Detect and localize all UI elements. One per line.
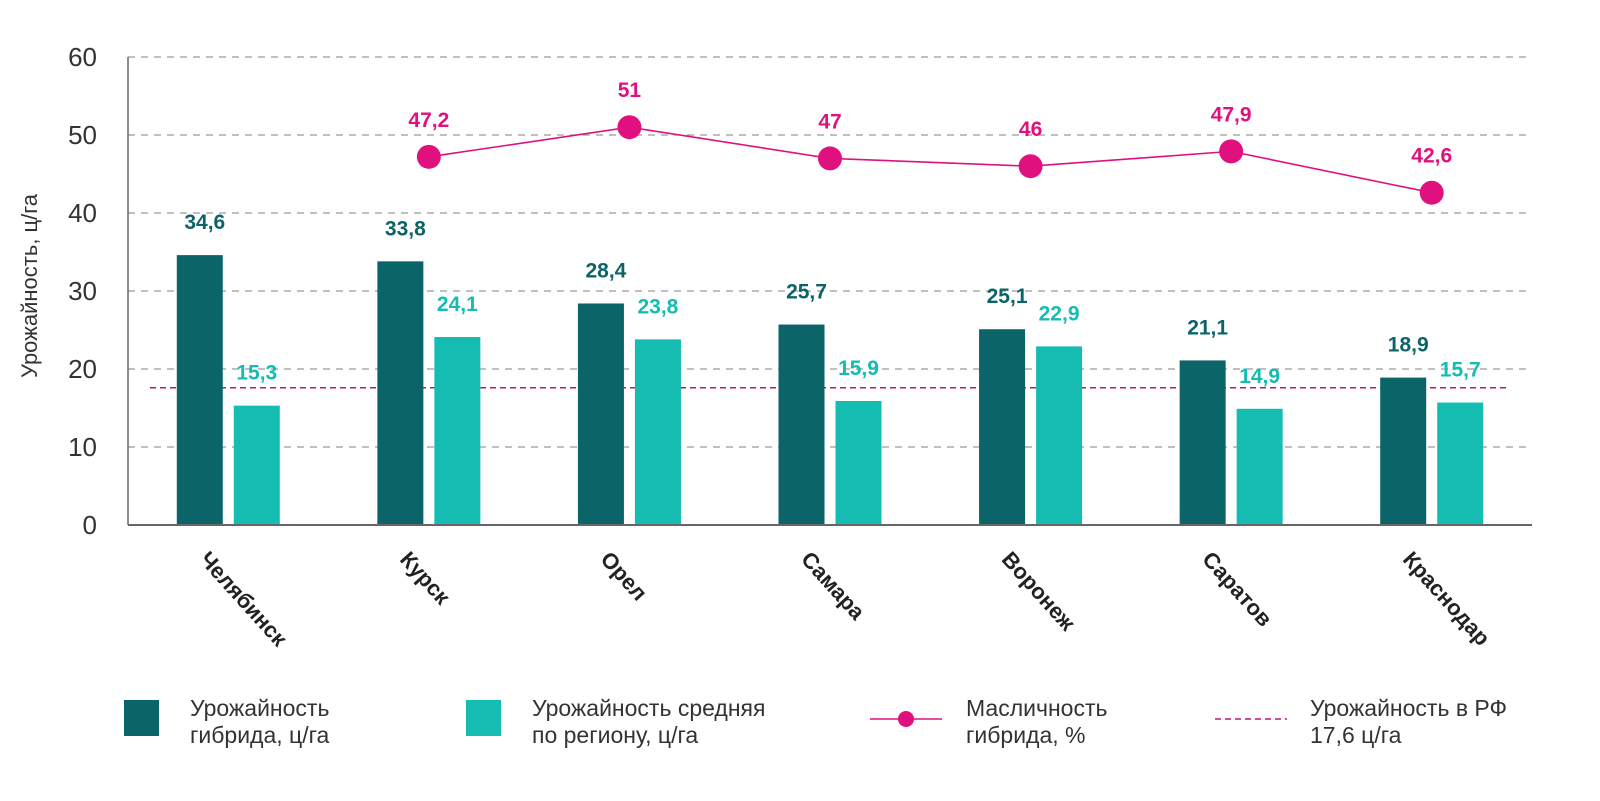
legend-swatch	[466, 700, 501, 736]
y-axis-label: Урожайность, ц/га	[17, 193, 42, 378]
legend-swatch-marker	[898, 711, 914, 727]
data-label-region: 23,8	[637, 295, 678, 318]
data-label-hybrid: 28,4	[585, 259, 626, 282]
bar-hybrid	[1179, 360, 1226, 525]
data-label-region: 22,9	[1039, 302, 1080, 325]
x-category-label: Саратов	[1197, 547, 1277, 632]
oil-content-point	[1219, 139, 1244, 164]
bars	[176, 255, 1484, 525]
data-label-region: 15,7	[1440, 359, 1481, 382]
bar-hybrid	[1380, 377, 1427, 525]
data-label-region: 15,3	[236, 362, 277, 385]
bar-region	[233, 405, 280, 525]
x-category-label: Самара	[796, 547, 870, 625]
bar-hybrid	[377, 261, 424, 525]
oil-content-point	[818, 146, 842, 171]
bar-region	[835, 400, 882, 525]
data-label-hybrid: 34,6	[184, 211, 225, 234]
legend-label: гибрида, ц/га	[190, 722, 329, 748]
bar-hybrid	[778, 324, 825, 525]
y-tick-label: 50	[68, 120, 97, 150]
data-label-hybrid: 25,7	[786, 281, 827, 304]
bar-hybrid	[979, 329, 1026, 525]
oil-content-point	[1419, 180, 1444, 205]
y-tick-label: 10	[68, 432, 97, 462]
bar-hybrid	[176, 255, 223, 525]
oil-content-point	[1018, 154, 1043, 179]
legend-swatch	[124, 700, 159, 736]
x-category-label: Челябинск	[195, 547, 293, 652]
data-label-oil: 46	[1019, 118, 1042, 141]
data-label-hybrid: 18,9	[1388, 334, 1429, 357]
data-label-hybrid: 21,1	[1187, 316, 1228, 339]
oil-content-point	[617, 115, 642, 140]
bar-hybrid	[577, 303, 624, 525]
bar-region	[434, 337, 481, 525]
grid	[128, 56, 1532, 448]
oil-content-line	[416, 115, 1444, 205]
x-category-label: Орел	[596, 547, 653, 606]
bar-region	[634, 339, 681, 525]
data-label-oil: 42,6	[1411, 145, 1452, 168]
legend-label: по региону, ц/га	[532, 722, 698, 748]
x-category-label: Курск	[395, 547, 456, 611]
legend-label: 17,6 ц/га	[1310, 722, 1402, 748]
data-label-region: 14,9	[1239, 365, 1280, 388]
y-tick-label: 20	[68, 354, 97, 384]
oil-content-line-path	[428, 126, 1432, 194]
legend-label: Урожайность средняя	[532, 695, 765, 721]
y-tick-label: 0	[83, 510, 97, 540]
bar-region	[1437, 402, 1484, 525]
data-label-hybrid: 25,1	[987, 285, 1028, 308]
oil-content-point	[416, 144, 441, 169]
y-tick-label: 60	[68, 42, 97, 72]
data-labels: 34,6 15,3 33,8 24,1 28,4 23,8 25,7 15,9 25,1 22,9…	[184, 79, 1480, 388]
x-category-label: Краснодар	[1398, 547, 1495, 651]
y-axis: 0 10 20 30 40 50 60	[68, 42, 129, 540]
legend-label: гибрида, %	[966, 722, 1086, 748]
bar-region	[1236, 408, 1283, 525]
legend-label: Масличность	[966, 695, 1107, 721]
data-label-oil: 47	[818, 110, 841, 133]
data-label-oil: 47,9	[1211, 103, 1252, 126]
bar-region	[1036, 346, 1083, 525]
legend-label: Урожайность в РФ	[1310, 695, 1507, 721]
data-label-region: 15,9	[838, 357, 879, 380]
data-label-oil: 51	[618, 79, 642, 102]
x-axis: Челябинск Курск Орел Самара Воронеж Саратов Кр…	[128, 524, 1532, 652]
x-category-label: Воронеж	[997, 547, 1081, 636]
data-label-oil: 47,2	[408, 109, 449, 132]
legend-label: Урожайность	[190, 695, 329, 721]
data-label-hybrid: 33,8	[385, 217, 426, 240]
y-tick-label: 40	[68, 198, 97, 228]
data-label-region: 24,1	[437, 293, 478, 316]
y-tick-label: 30	[68, 276, 97, 306]
